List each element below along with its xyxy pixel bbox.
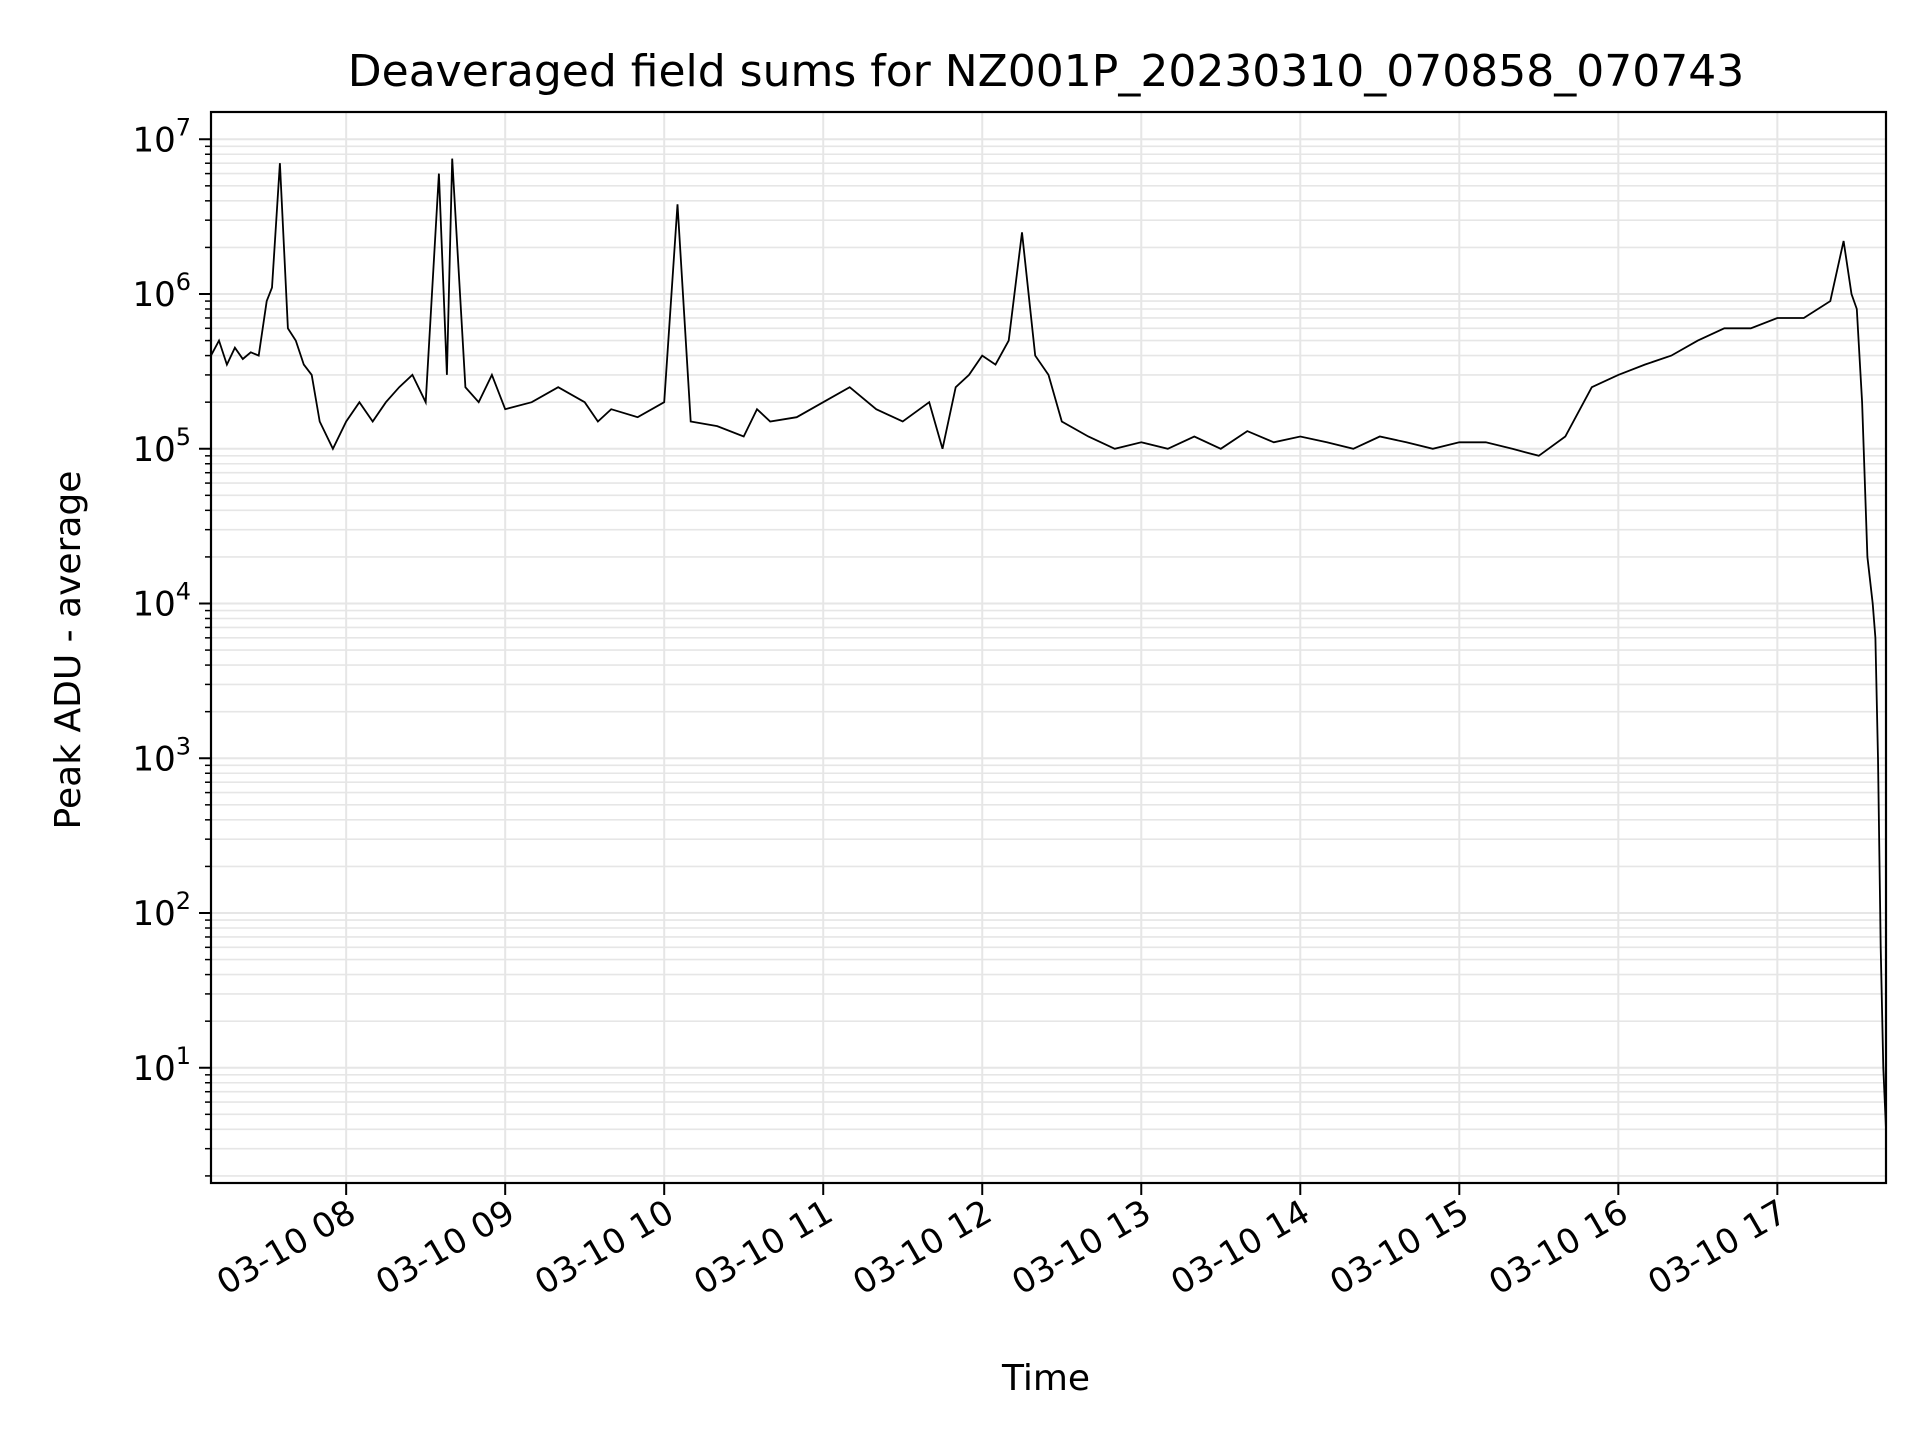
y-tick-label: 101 [132, 1042, 191, 1089]
chart-title: Deaveraged field sums for NZ001P_2023031… [348, 46, 1744, 97]
x-axis: 03-10 08 03-10 09 03-10 10 03-10 11 03-10 12… [210, 1183, 1794, 1303]
x-tick-label: 03-10 17 [1641, 1192, 1793, 1303]
plot-frame [209, 110, 1888, 1185]
series-layer [210, 158, 1887, 1130]
x-tick-label: 03-10 10 [528, 1192, 680, 1303]
x-axis-label: Time [1001, 1358, 1090, 1399]
x-tick-label: 03-10 16 [1482, 1192, 1634, 1303]
series-line-0 [210, 158, 1887, 1130]
y-tick-label: 105 [132, 423, 191, 470]
x-tick-label: 03-10 13 [1005, 1192, 1157, 1303]
y-tick-label: 102 [132, 887, 191, 934]
y-axis-label: Peak ADU - average [48, 471, 89, 830]
y-tick-label: 104 [132, 578, 191, 625]
x-tick-label: 03-10 08 [210, 1192, 362, 1303]
y-tick-label: 107 [132, 113, 191, 160]
y-axis: 101 102 103 104 105 106 107 [132, 113, 211, 1177]
x-tick-label: 03-10 11 [687, 1192, 839, 1303]
x-tick-label: 03-10 09 [369, 1192, 521, 1303]
x-tick-label: 03-10 14 [1164, 1192, 1316, 1303]
x-tick-label: 03-10 12 [846, 1192, 998, 1303]
y-tick-label: 106 [132, 268, 191, 315]
y-tick-label: 103 [132, 732, 191, 779]
grid [211, 112, 1886, 1183]
x-tick-label: 03-10 15 [1323, 1192, 1475, 1303]
